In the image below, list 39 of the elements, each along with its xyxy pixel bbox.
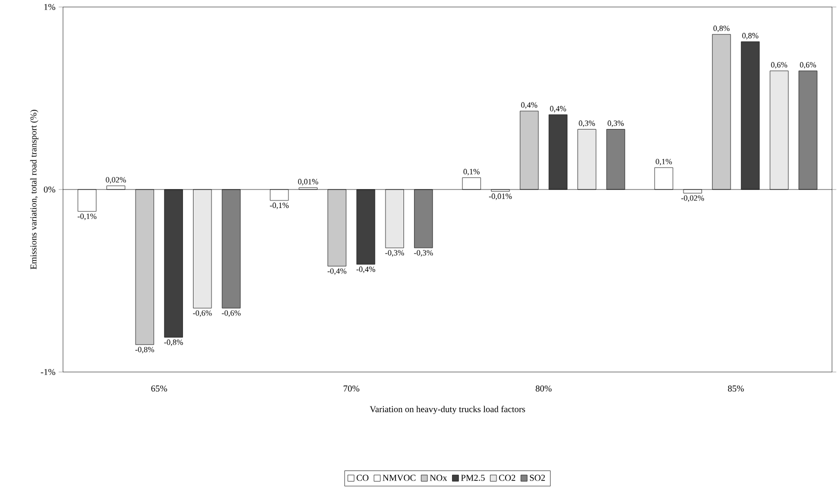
data-label: -0,3% bbox=[385, 250, 404, 257]
x-tick-label: 80% bbox=[536, 385, 552, 392]
data-label: -0,1% bbox=[78, 214, 96, 220]
x-tick-label: 65% bbox=[151, 385, 168, 392]
data-label: 0,8% bbox=[742, 32, 758, 40]
y-tick-label: -1% bbox=[40, 368, 56, 376]
data-label: 0,8% bbox=[713, 26, 730, 32]
data-label: -0,4% bbox=[356, 266, 376, 274]
data-label: -0,8% bbox=[135, 346, 154, 354]
y-tick-label: 1% bbox=[44, 4, 56, 10]
y-axis-title: Emissions variation, total road transport (%) bbox=[30, 110, 38, 270]
data-label: 0,1% bbox=[656, 158, 672, 166]
data-label: -0,6% bbox=[222, 310, 241, 317]
data-label: 0,6% bbox=[771, 62, 788, 69]
data-label: 0,01% bbox=[298, 178, 318, 186]
legend-label: CO2 bbox=[499, 474, 516, 481]
data-label: 0,02% bbox=[106, 177, 126, 184]
y-tick-label: 0% bbox=[44, 186, 56, 193]
x-tick-label: 70% bbox=[344, 385, 360, 392]
legend-label: PM2.5 bbox=[461, 474, 485, 481]
data-label: 0,6% bbox=[800, 62, 816, 69]
data-label: -0,3% bbox=[414, 250, 433, 257]
data-label: -0,6% bbox=[193, 310, 212, 317]
data-label: 0,4% bbox=[550, 106, 566, 112]
legend-label: CO bbox=[356, 474, 368, 481]
legend-label: NMVOC bbox=[382, 474, 416, 481]
legend-label: NOx bbox=[430, 474, 448, 481]
data-label: 0,3% bbox=[578, 120, 595, 128]
data-label: 0,4% bbox=[521, 102, 538, 109]
data-label: -0,01% bbox=[489, 194, 512, 200]
data-label: -0,4% bbox=[328, 268, 346, 275]
x-axis-title: Variation on heavy-duty trucks load factors bbox=[370, 406, 526, 414]
data-label: -0,02% bbox=[681, 195, 704, 202]
data-label: -0,8% bbox=[164, 340, 183, 346]
data-label: 0,1% bbox=[464, 168, 480, 176]
data-label: 0,3% bbox=[608, 120, 624, 128]
x-tick-label: 85% bbox=[728, 385, 744, 392]
legend-label: SO2 bbox=[530, 474, 545, 481]
data-label: -0,1% bbox=[270, 202, 289, 210]
